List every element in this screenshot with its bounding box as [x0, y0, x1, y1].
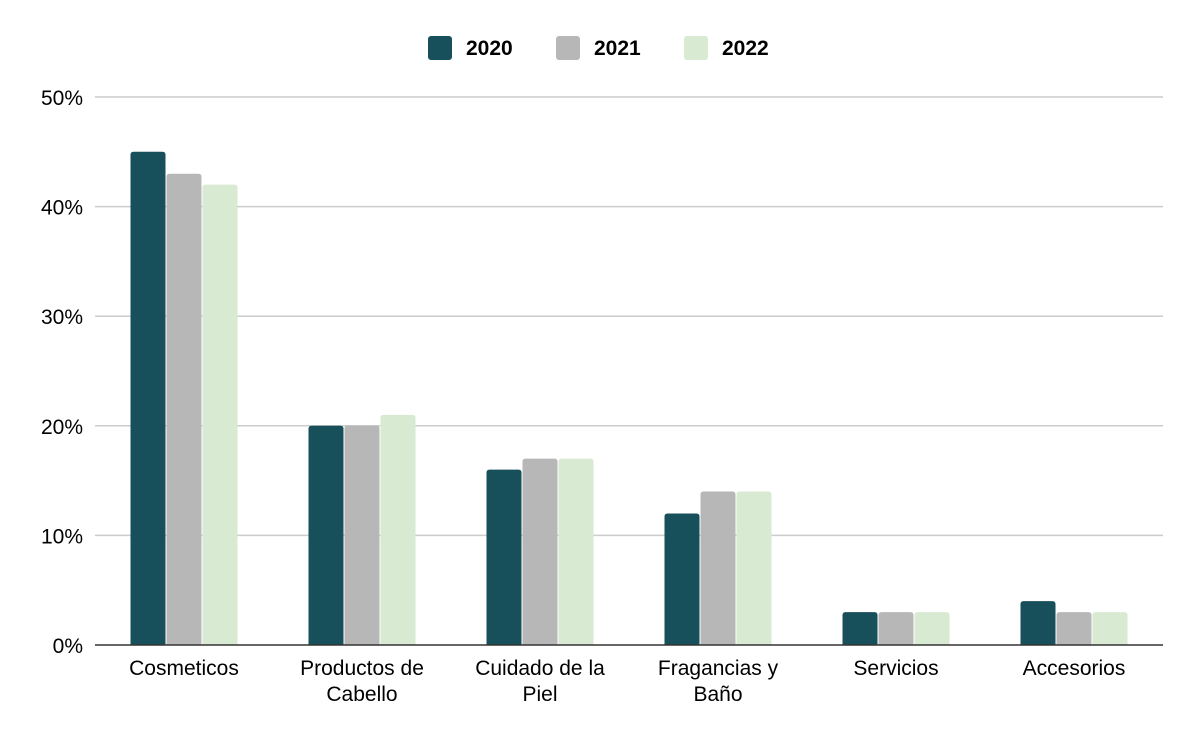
x-category-label: Cuidado de la Piel [475, 657, 605, 706]
bar-2022 [914, 612, 950, 645]
bar-2021 [522, 458, 558, 645]
bar-2021 [878, 612, 914, 645]
x-category-label: Accesorios [1023, 657, 1126, 680]
legend-swatch [684, 36, 708, 60]
y-tick-label: 50% [41, 87, 83, 110]
y-tick-label: 0% [53, 635, 83, 658]
bar-2021 [1056, 612, 1092, 645]
bar-2020 [664, 513, 700, 645]
bar-2020 [486, 469, 522, 645]
legend-item: 2021 [556, 36, 641, 60]
legend-label: 2021 [594, 37, 641, 60]
y-tick-label: 40% [41, 197, 83, 220]
bar-2022 [202, 184, 238, 645]
bar-2022 [736, 491, 772, 645]
y-tick-label: 10% [41, 525, 83, 548]
bar-2022 [380, 414, 416, 645]
x-category-label: Productos de Cabello [300, 657, 424, 706]
legend-label: 2022 [722, 37, 769, 60]
bar-2020 [842, 612, 878, 645]
y-axis-tick-labels: 0% 10% 20% 30% 40% 50% [41, 87, 83, 658]
bar-2020 [130, 151, 166, 646]
legend: 2020 2021 2022 [428, 36, 769, 60]
legend-swatch [556, 36, 580, 60]
bar-2022 [1092, 612, 1128, 645]
x-category-label: Cosmeticos [129, 657, 239, 680]
legend-swatch [428, 36, 452, 60]
bars [130, 151, 1128, 646]
y-tick-label: 20% [41, 416, 83, 439]
gridlines [95, 96, 1163, 537]
x-category-label: Servicios [853, 657, 938, 680]
bar-2020 [1020, 601, 1056, 645]
x-category-label: Fragancias y Baño [658, 657, 779, 706]
legend-label: 2020 [466, 37, 513, 60]
bar-2022 [558, 458, 594, 645]
bar-2021 [344, 425, 380, 645]
x-axis-category-labels: Cosmeticos Productos de Cabello Cuidado de … [129, 657, 1125, 706]
bar-2021 [166, 173, 202, 645]
legend-item: 2022 [684, 36, 769, 60]
legend-item: 2020 [428, 36, 513, 60]
bar-2021 [700, 491, 736, 645]
y-tick-label: 30% [41, 306, 83, 329]
bar-2020 [308, 425, 344, 645]
